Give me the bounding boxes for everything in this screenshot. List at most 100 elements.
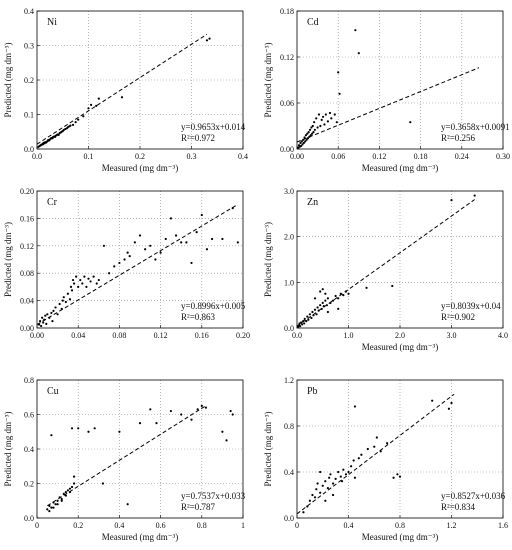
data-point [299, 141, 302, 144]
data-point [306, 315, 309, 318]
data-point [70, 427, 74, 430]
y-tick-label: 0.0 [24, 145, 34, 154]
x-tick-label: 0.08 [112, 331, 126, 340]
x-tick-label: 0.04 [71, 331, 85, 340]
data-point [375, 436, 378, 439]
data-point [56, 313, 59, 316]
data-point [54, 306, 57, 309]
x-tick-label: 0.2 [73, 521, 83, 530]
data-point [102, 244, 106, 247]
data-point [316, 126, 319, 129]
data-point [62, 296, 65, 299]
data-point [75, 275, 78, 278]
data-point [69, 124, 72, 127]
data-point [66, 126, 69, 129]
data-point [331, 493, 335, 497]
data-point [87, 277, 90, 280]
data-point [338, 92, 341, 95]
y-tick-label: 0.00 [280, 145, 294, 154]
y-tick-label: 3.0 [284, 187, 294, 196]
data-point [317, 113, 321, 116]
data-point [97, 97, 100, 100]
data-point [315, 313, 318, 316]
x-tick-label: 0.00 [290, 152, 304, 161]
data-point [61, 299, 64, 302]
data-point [155, 422, 158, 425]
regression-line [36, 203, 239, 326]
data-point [41, 316, 44, 319]
y-tick-label: 0.0 [284, 324, 294, 333]
y-tick-label: 0.18 [280, 7, 294, 16]
data-point [82, 115, 85, 118]
data-point [211, 237, 214, 241]
y-tick-label: 1.2 [284, 376, 294, 385]
data-point [310, 316, 313, 320]
data-point [138, 234, 142, 237]
data-point [311, 493, 314, 497]
data-point [200, 213, 203, 217]
data-point [95, 104, 98, 107]
data-point [154, 258, 157, 261]
data-point [340, 480, 344, 483]
data-point [347, 292, 350, 295]
data-point [60, 499, 63, 502]
data-point [51, 320, 54, 323]
regression-equation: y=0.8527x+0.036 [441, 491, 506, 501]
x-tick-label: 0.8 [395, 521, 405, 530]
data-point [409, 121, 412, 124]
data-point [304, 134, 308, 137]
data-point [144, 248, 147, 251]
data-point [133, 241, 136, 244]
element-label: Pb [307, 386, 318, 397]
data-point [301, 143, 304, 146]
x-tick-label: 0.4 [114, 521, 124, 530]
regression-equation: y=0.8996x+0.005 [181, 301, 246, 311]
data-point [58, 302, 61, 306]
element-label: Cr [47, 197, 58, 208]
x-axis-label: Measured (mg dm⁻³) [362, 532, 438, 542]
r-squared: R²=0.863 [181, 312, 216, 322]
x-tick-label: 1.0 [344, 331, 354, 340]
data-point [50, 434, 53, 437]
data-point [304, 140, 307, 143]
data-point [298, 325, 302, 328]
x-tick-label: 0.0 [32, 152, 42, 161]
data-point [331, 482, 335, 485]
data-point [180, 241, 183, 244]
data-point [101, 482, 105, 485]
x-tick-label: 1 [241, 521, 245, 530]
data-point [473, 194, 476, 197]
data-point [392, 476, 395, 479]
data-point [70, 289, 74, 292]
data-point [72, 482, 76, 485]
data-point [128, 254, 131, 258]
element-label: Zn [307, 197, 318, 208]
data-point [225, 439, 228, 442]
data-point [195, 231, 198, 234]
data-point [328, 476, 331, 479]
data-point [56, 503, 59, 506]
data-point [303, 317, 306, 320]
x-tick-label: 3.0 [447, 331, 457, 340]
data-point [313, 496, 317, 499]
data-point [87, 107, 90, 110]
data-point [97, 278, 100, 282]
data-point [334, 477, 337, 480]
data-point [64, 300, 67, 304]
data-point [324, 292, 327, 295]
data-point [308, 313, 311, 316]
y-tick-label: 0.08 [20, 269, 34, 278]
data-point [324, 113, 327, 116]
data-point [52, 309, 55, 312]
y-tick-label: 0.12 [20, 242, 34, 251]
data-point [354, 29, 357, 32]
data-point [315, 117, 318, 120]
data-point [70, 485, 74, 489]
data-point [64, 491, 67, 494]
regression-line [47, 405, 207, 507]
data-point [89, 103, 93, 106]
plot-frame [36, 190, 244, 329]
data-point [174, 234, 178, 237]
data-point [353, 476, 357, 479]
y-tick-label: 0.4 [284, 468, 294, 477]
